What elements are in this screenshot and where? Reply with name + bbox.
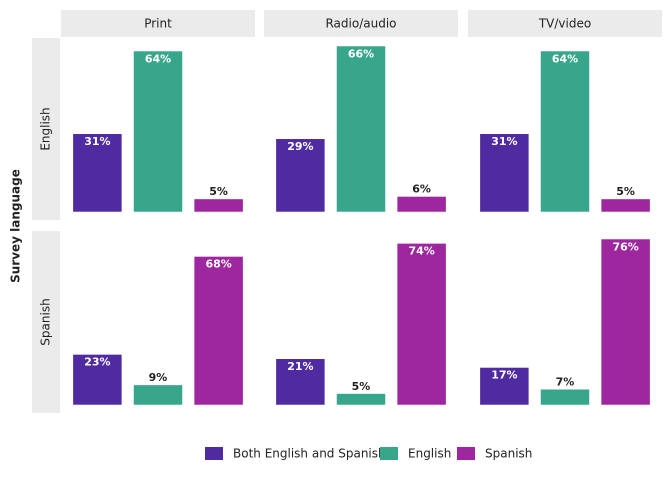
bar [480,367,529,405]
bar [540,51,590,212]
facet-strip [264,10,458,37]
value-label: 5% [616,185,635,198]
bar [336,393,386,405]
bar [480,134,529,212]
legend-label: Spanish [485,447,532,461]
value-label: 21% [287,360,313,373]
facet-label: English [39,107,53,150]
bar [397,196,446,212]
bar [540,389,590,405]
value-label: 17% [491,369,517,382]
value-label: 9% [149,371,168,384]
legend-swatch [380,447,398,460]
facet-label: TV/video [538,17,591,31]
bar [73,134,122,212]
bar [336,46,386,212]
value-label: 31% [84,135,110,148]
facet-strip [468,10,662,37]
legend-swatch [457,447,475,460]
value-label: 64% [145,52,171,65]
value-label: 29% [287,140,313,153]
value-label: 68% [205,258,231,271]
bar [276,139,325,212]
value-label: 76% [612,240,638,253]
bar [73,354,122,405]
bar [397,243,446,405]
bar [194,256,243,405]
value-label: 7% [556,375,575,388]
value-label: 5% [209,185,228,198]
bar [276,359,325,405]
value-label: 31% [491,135,517,148]
value-label: 74% [408,245,434,258]
legend-swatch [205,447,223,460]
facet-strip [32,38,60,220]
value-label: 5% [352,380,371,393]
value-label: 6% [412,183,431,196]
facet-label: Spanish [39,298,53,345]
facet-strip [32,231,60,413]
facet-strip [61,10,255,37]
legend-label: Both English and Spanish [233,447,386,461]
facet-label: Radio/audio [325,17,396,31]
bar [133,385,183,405]
value-label: 23% [84,356,110,369]
legend-label: English [408,447,451,461]
bar [133,51,183,212]
value-label: 64% [552,52,578,65]
value-label: 66% [348,47,374,60]
bar [601,239,650,405]
bar [194,199,243,212]
facet-label: Print [144,17,172,31]
y-axis-label: Survey language [9,169,23,283]
bar [601,199,650,212]
